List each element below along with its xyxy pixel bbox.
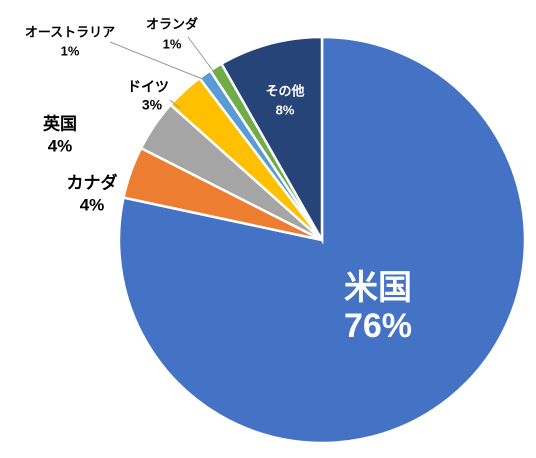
leader-line xyxy=(169,99,181,109)
pie-slice xyxy=(219,35,324,245)
slice-label: ドイツ xyxy=(127,79,169,95)
slice-label: オーストラリア xyxy=(25,24,115,39)
value-label: 4% xyxy=(48,136,73,155)
value-label: 4% xyxy=(80,195,105,214)
value-label: 1% xyxy=(61,43,80,58)
slice-label: オランダ xyxy=(146,16,198,31)
slice-label: 英国 xyxy=(43,113,77,133)
leader-line xyxy=(187,36,215,73)
slice-label: カナダ xyxy=(67,172,118,192)
value-label: 1% xyxy=(163,36,182,51)
slice-label: 米国 xyxy=(344,269,412,307)
leader-line xyxy=(109,41,206,81)
value-label: 8% xyxy=(276,102,295,117)
slice-label: その他 xyxy=(265,83,304,98)
value-label: 76% xyxy=(344,307,412,345)
value-label: 3% xyxy=(142,97,163,113)
